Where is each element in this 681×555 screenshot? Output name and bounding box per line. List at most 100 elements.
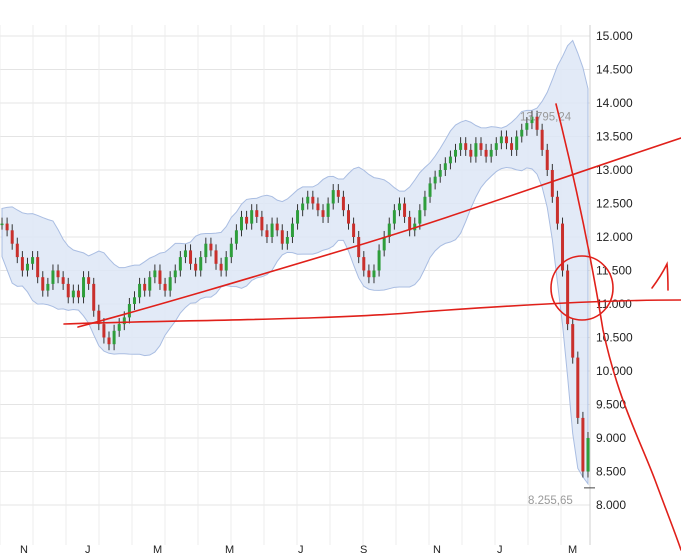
candle-body [234, 230, 238, 244]
candle-body [265, 230, 269, 237]
candle-body [107, 337, 111, 345]
candle-body [194, 263, 198, 271]
candle-body [71, 290, 75, 298]
y-tick-label: 13.500 [596, 130, 633, 144]
x-tick-label: J [85, 544, 91, 555]
candle-body [306, 196, 310, 204]
candle-body [214, 250, 218, 264]
candle-body [76, 290, 80, 298]
candle-body [520, 129, 524, 137]
candle-body [31, 257, 35, 264]
candle-body [153, 270, 157, 278]
candle-body [280, 230, 284, 244]
candle-body [127, 304, 131, 318]
candle-body [36, 257, 40, 278]
candle-body [499, 136, 503, 144]
candle-body [255, 210, 259, 217]
candle-body [97, 310, 101, 325]
candle-body [566, 270, 570, 325]
candle-body [321, 210, 325, 217]
y-tick-label: 14.000 [596, 96, 633, 110]
y-tick-label: 12.500 [596, 197, 633, 211]
candle-body [510, 143, 514, 150]
candle-body [341, 196, 345, 211]
candle-body [352, 223, 356, 237]
candle-body [347, 210, 351, 224]
candle-body [423, 196, 427, 211]
x-tick-label: N [20, 544, 28, 555]
candle-body [148, 277, 152, 291]
candle-body [199, 257, 203, 271]
candle-body [270, 223, 274, 237]
candle-body [219, 263, 223, 271]
y-tick-label: 9.500 [596, 398, 626, 412]
candle-body [122, 317, 126, 325]
candles [0, 110, 590, 478]
candle-body [66, 283, 70, 298]
y-tick-label: 9.000 [596, 431, 626, 445]
candle-body [484, 149, 488, 157]
candle-body [464, 143, 468, 150]
candle-body [189, 250, 193, 264]
candle-body [239, 216, 243, 231]
candle-body [51, 270, 55, 284]
bollinger-band [1, 39, 589, 486]
candle-body [326, 203, 330, 217]
candle-body [178, 257, 182, 271]
candle-body [392, 210, 396, 224]
candle-body [545, 149, 549, 170]
candle-body [296, 210, 300, 224]
candle-body [550, 170, 554, 197]
candle-body [245, 216, 249, 224]
y-tick-label: 15.000 [596, 29, 633, 43]
candle-body [56, 270, 60, 278]
candle-body [25, 263, 29, 271]
arrow-annotation [651, 261, 669, 291]
candle-body [204, 243, 208, 258]
x-tick-label: M [153, 544, 162, 555]
x-tick-label: J [298, 544, 304, 555]
candle-body [15, 243, 19, 258]
trend-line-rising [77, 137, 681, 328]
candle-body [525, 123, 529, 130]
candle-body [438, 170, 442, 177]
x-tick-label: M [225, 544, 234, 555]
candle-body [316, 203, 320, 211]
y-tick-label: 10.000 [596, 364, 633, 378]
candle-body [443, 163, 447, 170]
candle-body [459, 143, 463, 150]
candle-body [494, 143, 498, 150]
support-line-horizontal [63, 299, 681, 325]
candle-body [0, 223, 4, 226]
candle-body [387, 223, 391, 237]
candle-body [530, 116, 534, 124]
candle-body [555, 196, 559, 224]
candle-body [301, 203, 305, 211]
candle-body [290, 223, 294, 237]
candle-body [362, 257, 366, 271]
x-tick-label: S [360, 544, 367, 555]
candle-body [474, 143, 478, 157]
y-tick-label: 11.500 [596, 264, 632, 278]
candle-body [331, 190, 335, 204]
candle-body [586, 438, 590, 472]
low-label: 8.255,65 [528, 495, 573, 507]
candle-body [418, 210, 422, 224]
candle-body [408, 216, 412, 231]
x-tick-label: J [497, 544, 503, 555]
candle-body [576, 357, 580, 418]
y-tick-label: 11.000 [596, 297, 632, 311]
candle-body [581, 417, 585, 472]
candle-body [336, 190, 340, 197]
candle-body [61, 277, 65, 284]
candle-body [428, 183, 432, 197]
band-area [1, 39, 589, 486]
candle-body [357, 237, 361, 258]
candle-body [571, 324, 575, 358]
candle-body [163, 283, 167, 291]
candle-body [515, 136, 519, 150]
candle-body [433, 176, 437, 184]
y-axis: 15.000 14.500 14.000 13.500 13.000 12.500 12.0… [596, 29, 633, 512]
candle-body [275, 223, 279, 231]
